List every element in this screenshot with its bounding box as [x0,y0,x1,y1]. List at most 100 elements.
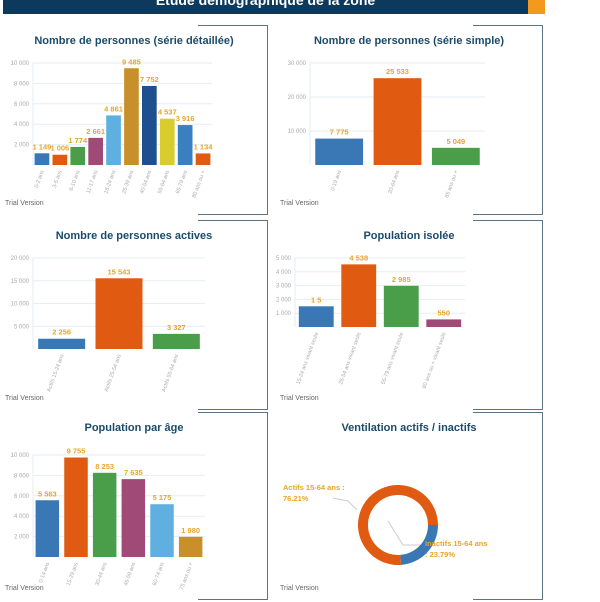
y-tick-label: 20 000 [11,256,30,262]
bar[interactable] [64,457,88,557]
x-tick-label: Actifs 25-54 ans [104,353,123,392]
slice-label: Inactifs 15-64 ans [425,539,488,548]
slice-label-value: 76.21% [283,494,309,503]
chart-title: Population isolée [363,230,455,242]
header-accent [528,0,545,14]
data-label: 7 775 [330,128,349,137]
x-tick-label: 55-64 ans [157,169,171,194]
bar[interactable] [431,147,480,165]
chart-title: Nombre de personnes (série détaillée) [34,35,234,47]
x-tick-label: 3-5 ans [52,169,64,189]
data-label: 1 980 [181,526,200,535]
panel-border [473,25,543,215]
data-label: 1 006 [50,144,69,153]
x-tick-label: 80 ans ou + vivant seule [422,332,448,390]
panel-border [198,220,268,410]
x-tick-label: 65-79 ans [175,169,189,194]
chart-svg: 2 000 4 000 6 000 8 000 10 000 5 563 0-14 ans 9… [11,446,205,591]
y-tick-label: 2 000 [276,297,292,303]
chart-svg: 5 000 10 000 15 000 20 000 2 256 Actifs 15-24… [11,256,205,393]
bar[interactable] [92,472,117,557]
trial-version-label: Trial Version [5,200,44,207]
trial-version-label: Trial Version [280,200,319,207]
x-tick-label: 0-19 ans [330,169,343,191]
y-tick-label: 2 000 [14,535,30,541]
bar[interactable] [426,319,462,327]
data-label: 5 049 [446,137,465,146]
chart-panel-detailed: Nombre de personnes (série détaillée) Tri… [0,25,268,215]
panel-border [473,220,543,410]
data-label: 1 134 [194,142,214,151]
label-connector [387,520,420,546]
y-tick-label: 10 000 [11,61,30,67]
bar[interactable] [88,137,103,165]
bar[interactable] [70,146,86,165]
x-tick-label: 0-2 ans [34,169,46,189]
bar[interactable] [34,153,50,165]
data-label: 550 [437,308,450,317]
x-tick-label: 15-29 ans [66,561,80,586]
y-tick-label: 4 000 [14,122,30,128]
y-tick-label: 10 000 [11,453,30,459]
bar[interactable] [373,78,422,165]
bar[interactable] [95,278,143,349]
panel-border [198,25,268,215]
x-tick-label: Actifs 15-24 ans [46,353,65,392]
y-tick-label: 3 000 [276,284,292,290]
chart-panel-ventilation: Ventilation actifs / inactifs Trial Versi… [275,412,543,600]
bar[interactable] [121,479,146,557]
x-tick-label: 45-59 ans [123,561,137,586]
bar[interactable] [178,536,203,557]
y-tick-label: 2 000 [14,143,30,149]
x-tick-label: 30-44 ans [95,561,109,586]
bar[interactable] [52,154,68,165]
data-label: 3 327 [167,323,186,332]
pie-slice[interactable] [400,525,438,565]
x-tick-label: 11-17 ans [86,169,100,194]
chart-title: Nombre de personnes actives [55,230,213,242]
chart-panel-active: Nombre de personnes actives Trial Version… [0,220,268,410]
y-tick-label: 20 000 [288,95,307,101]
bar[interactable] [159,118,175,165]
x-tick-label: 40-54 ans [139,169,153,194]
bar[interactable] [106,115,121,165]
data-label: 1 774 [68,136,88,145]
data-label: 4 861 [104,104,123,113]
x-tick-label: 25-54 ans vivant seule [338,332,362,386]
y-tick-label: 8 000 [14,81,30,87]
bar[interactable] [315,138,364,165]
chart-title: Population par âge [84,422,184,434]
bar[interactable] [142,85,157,165]
chart-title: Ventilation actifs / inactifs [341,422,477,434]
bar[interactable] [195,153,211,165]
bar[interactable] [341,264,377,327]
data-label: 1 149 [33,142,52,151]
bar[interactable] [383,285,419,327]
data-label: 2 661 [86,127,105,136]
chart-svg: 10 000 20 000 30 000 7 775 0-19 ans 25 533 20-… [288,61,485,199]
y-tick-label: 8 000 [14,473,30,479]
bar[interactable] [298,306,334,327]
bar[interactable] [35,500,60,557]
trial-version-label: Trial Version [5,585,44,592]
y-tick-label: 10 000 [11,302,30,308]
x-tick-label: 60-74 ans [152,561,166,586]
bar[interactable] [38,338,86,349]
data-label: 9 755 [67,446,86,455]
data-label: 1 5 [311,295,321,304]
x-tick-label: Actifs 55-64 ans [161,353,180,392]
bar[interactable] [152,333,200,349]
y-tick-label: 10 000 [288,129,307,135]
x-tick-label: 6-10 ans [69,169,82,191]
bar[interactable] [124,68,139,165]
chart-panel-simple: Nombre de personnes (série simple) Trial … [275,25,543,215]
bar[interactable] [150,504,174,557]
y-tick-label: 6 000 [14,494,30,500]
chart-panel-age: Population par âge Trial Version 2 000 4 00… [0,412,268,600]
y-tick-label: 6 000 [14,102,30,108]
bar[interactable] [177,125,193,165]
x-tick-label: 55-79 ans vivant seule [381,332,405,386]
y-tick-label: 4 000 [14,514,30,520]
x-tick-label: 18-24 ans [103,169,117,194]
data-label: 7 635 [124,468,143,477]
